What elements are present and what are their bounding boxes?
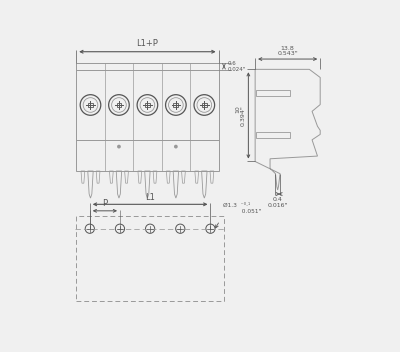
Circle shape xyxy=(117,145,121,149)
Circle shape xyxy=(174,145,178,149)
Text: L1+P: L1+P xyxy=(136,39,158,49)
Bar xyxy=(116,102,121,107)
Bar xyxy=(145,102,150,107)
Bar xyxy=(174,102,178,107)
Bar xyxy=(76,216,224,301)
Text: 13.8
0.543": 13.8 0.543" xyxy=(277,45,298,56)
Bar xyxy=(256,132,290,138)
Bar xyxy=(256,90,290,96)
Text: L1: L1 xyxy=(145,193,155,202)
Bar xyxy=(202,102,207,107)
Text: 0.6
0.024": 0.6 0.024" xyxy=(227,61,246,72)
Bar xyxy=(88,102,93,107)
Bar xyxy=(76,63,218,171)
Text: 0.4
0.016": 0.4 0.016" xyxy=(268,197,288,208)
Text: Ø1.3  ⁻⁰·¹
          0.051": Ø1.3 ⁻⁰·¹ 0.051" xyxy=(224,203,262,214)
Text: P: P xyxy=(102,199,108,208)
Text: 10
0.394": 10 0.394" xyxy=(235,105,246,126)
